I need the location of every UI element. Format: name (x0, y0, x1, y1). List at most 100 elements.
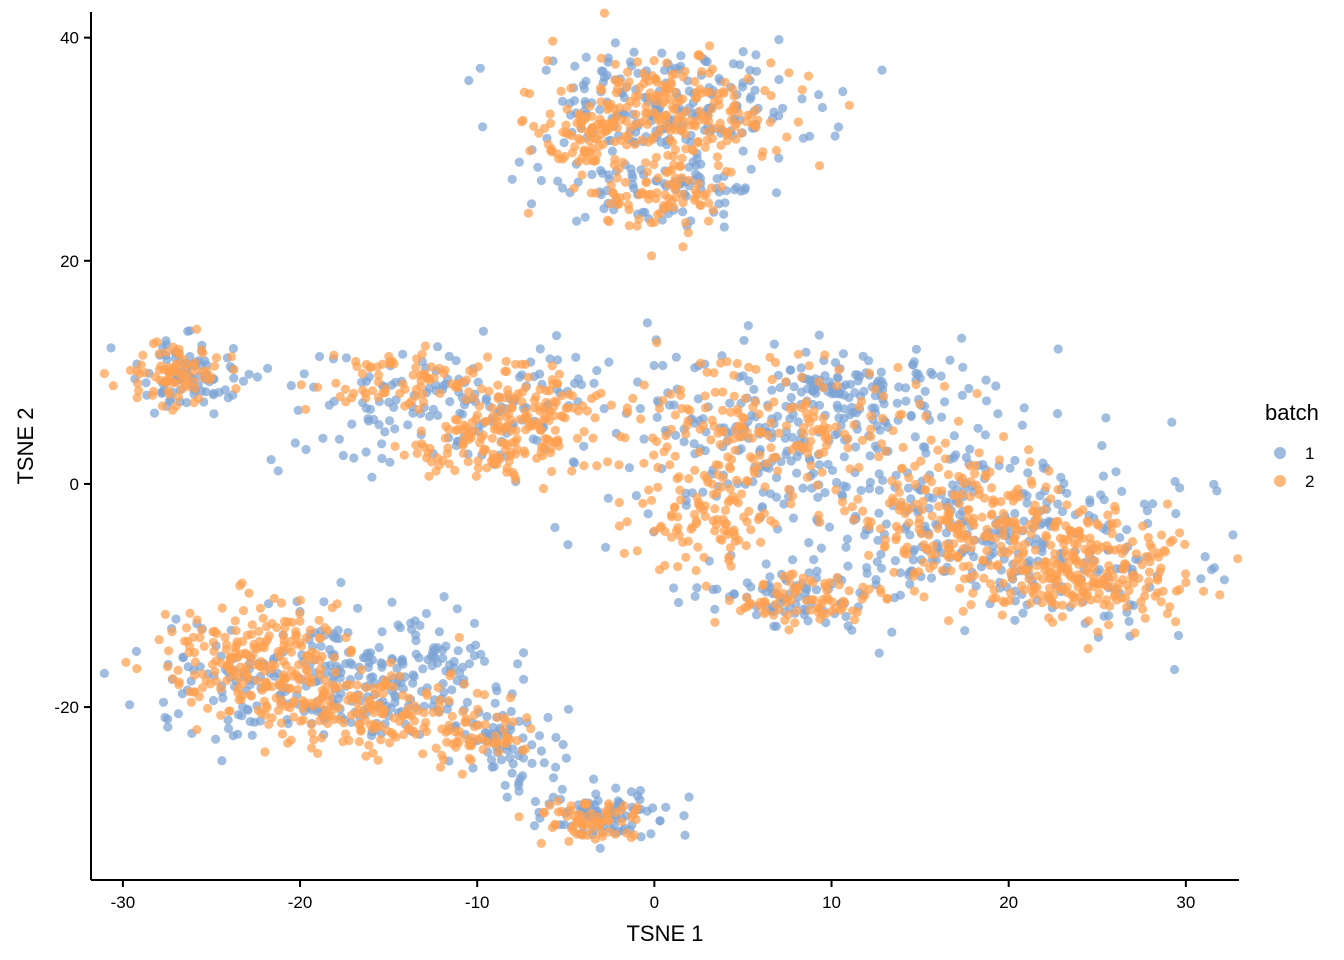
scatter-point (1022, 491, 1032, 501)
scatter-point (1171, 508, 1181, 519)
scatter-point (346, 645, 356, 655)
scatter-point (706, 435, 716, 445)
scatter-point (398, 379, 408, 389)
scatter-point (550, 820, 561, 830)
scatter-point (1057, 612, 1067, 622)
scatter-point (830, 358, 841, 368)
scatter-point (622, 403, 632, 413)
scatter-point (643, 509, 653, 519)
scatter-point (1180, 539, 1190, 550)
scatter-point (252, 676, 262, 686)
scatter-point (985, 560, 995, 571)
scatter-point (666, 389, 676, 399)
scatter-point (254, 626, 264, 637)
scatter-point (278, 630, 288, 640)
scatter-point (482, 711, 492, 722)
scatter-point (293, 684, 303, 695)
scatter-point (559, 138, 569, 148)
scatter-point (622, 140, 632, 150)
scatter-point (783, 610, 793, 620)
scatter-point (853, 494, 863, 504)
scatter-point (594, 141, 604, 151)
scatter-point (619, 548, 629, 559)
scatter-point (818, 413, 828, 423)
scatter-point (190, 358, 200, 368)
scatter-point (608, 188, 619, 198)
scatter-point (502, 792, 512, 802)
scatter-point (232, 640, 242, 650)
scatter-point (469, 618, 480, 629)
scatter-point (579, 427, 589, 437)
scatter-point (357, 369, 367, 379)
scatter-point (341, 353, 351, 363)
scatter-point (740, 393, 750, 404)
scatter-point (211, 353, 222, 363)
scatter-point (195, 633, 205, 643)
scatter-point (411, 384, 421, 395)
scatter-point (462, 697, 472, 707)
scatter-point (834, 365, 844, 375)
scatter-point (580, 212, 590, 222)
scatter-point (1145, 539, 1155, 550)
scatter-point (421, 717, 431, 728)
scatter-point (1122, 525, 1132, 535)
scatter-point (715, 534, 725, 544)
scatter-point (182, 397, 192, 408)
scatter-point (427, 457, 437, 467)
scatter-point (986, 510, 997, 520)
scatter-point (133, 378, 143, 388)
scatter-point (154, 349, 164, 359)
scatter-point (857, 435, 868, 445)
scatter-point (173, 392, 184, 402)
scatter-point (1124, 616, 1134, 627)
scatter-point (173, 665, 183, 676)
scatter-point (1069, 538, 1079, 549)
scatter-point (522, 713, 532, 723)
scatter-point (536, 838, 546, 849)
scatter-point (623, 131, 634, 141)
scatter-point (472, 688, 482, 698)
scatter-point (545, 109, 555, 119)
scatter-point (984, 532, 994, 542)
scatter-point (1139, 499, 1149, 509)
scatter-point (872, 557, 882, 567)
scatter-point (864, 368, 875, 378)
scatter-point (208, 695, 219, 706)
scatter-point (416, 426, 426, 436)
scatter-point (877, 413, 888, 423)
scatter-point (633, 91, 644, 101)
scatter-point (203, 703, 213, 714)
scatter-point (365, 404, 375, 414)
x-axis-title: TSNE 1 (626, 921, 703, 946)
scatter-point (149, 408, 160, 418)
scatter-point (374, 370, 384, 380)
scatter-point (387, 597, 397, 607)
scatter-point (891, 521, 902, 532)
scatter-point (607, 146, 618, 156)
scatter-point (765, 572, 775, 582)
scatter-point (378, 681, 388, 691)
scatter-point (411, 362, 421, 372)
scatter-point (715, 118, 725, 128)
scatter-point (755, 597, 766, 608)
scatter-point (781, 377, 791, 387)
scatter-point (225, 706, 235, 716)
scatter-point (718, 473, 728, 483)
scatter-point (418, 749, 428, 759)
scatter-point (450, 465, 460, 476)
scatter-point (743, 321, 753, 331)
scatter-point (631, 491, 642, 501)
scatter-point (210, 667, 220, 677)
scatter-point (876, 367, 886, 377)
scatter-point (349, 453, 359, 463)
legend: batch 1 2 (1265, 400, 1319, 491)
scatter-point (464, 387, 474, 397)
scatter-point (654, 403, 665, 414)
x-tick-label: 20 (999, 893, 1018, 912)
scatter-point (269, 593, 279, 604)
scatter-point (411, 729, 421, 739)
scatter-point (363, 414, 373, 424)
scatter-point (712, 152, 722, 162)
scatter-point (352, 698, 362, 708)
scatter-point (464, 659, 475, 669)
